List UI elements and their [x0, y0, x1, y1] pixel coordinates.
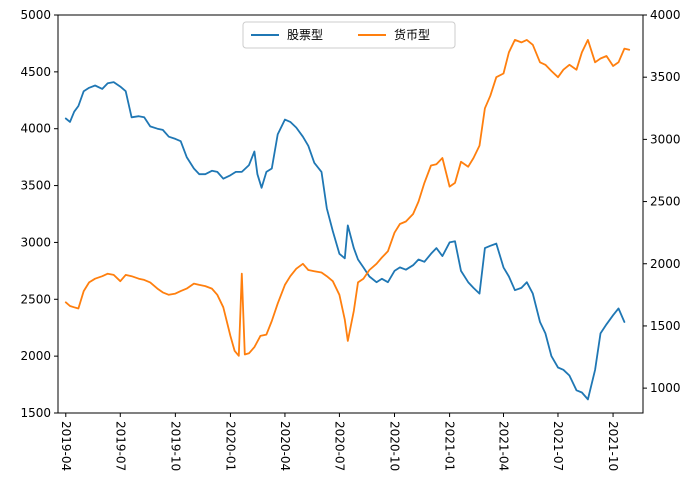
- right-y-axis: 1000 1500 2000 2500 3000 3500 4000: [643, 8, 681, 395]
- right-y-tick-label: 1500: [650, 319, 681, 333]
- legend-box: [242, 21, 456, 49]
- x-tick-label: 2021-10: [606, 421, 620, 471]
- x-axis: 2019-04 2019-07 2019-10 2020-01 2020-04 2020-…: [59, 413, 620, 471]
- x-tick-label: 2019-04: [59, 421, 73, 471]
- legend: 股票型 货币型: [242, 21, 456, 49]
- left-y-tick-label: 5000: [20, 8, 51, 22]
- right-y-tick-label: 4000: [650, 8, 681, 22]
- x-tick-label: 2020-01: [223, 421, 237, 471]
- left-y-tick-label: 3000: [20, 235, 51, 249]
- x-tick-label: 2021-04: [496, 421, 510, 471]
- left-y-tick-label: 2500: [20, 292, 51, 306]
- legend-label-stock: 股票型: [287, 28, 323, 42]
- x-tick-label: 2020-04: [278, 421, 292, 471]
- series-line-stock: [64, 81, 626, 401]
- x-tick-label: 2020-07: [332, 421, 346, 471]
- right-y-tick-label: 2500: [650, 195, 681, 209]
- right-y-tick-label: 3500: [650, 70, 681, 84]
- plot-lines: [64, 39, 631, 401]
- series-line-money: [64, 39, 631, 357]
- left-y-tick-label: 2000: [20, 349, 51, 363]
- right-y-tick-label: 2000: [650, 257, 681, 271]
- left-y-tick-label: 4500: [20, 65, 51, 79]
- x-tick-label: 2021-07: [551, 421, 565, 471]
- left-y-tick-label: 1500: [20, 406, 51, 420]
- legend-label-money: 货币型: [394, 27, 430, 42]
- x-tick-label: 2021-01: [443, 421, 457, 471]
- x-tick-label: 2019-07: [113, 421, 127, 471]
- plot-frame: [57, 14, 644, 414]
- x-tick-label: 2020-10: [388, 421, 402, 471]
- right-y-tick-label: 1000: [650, 381, 681, 395]
- right-y-tick-label: 3000: [650, 132, 681, 146]
- x-tick-label: 2019-10: [168, 421, 182, 471]
- left-y-axis: 1500 2000 2500 3000 3500 4000 4500 5000: [20, 8, 58, 420]
- left-y-tick-label: 3500: [20, 179, 51, 193]
- left-y-tick-label: 4000: [20, 122, 51, 136]
